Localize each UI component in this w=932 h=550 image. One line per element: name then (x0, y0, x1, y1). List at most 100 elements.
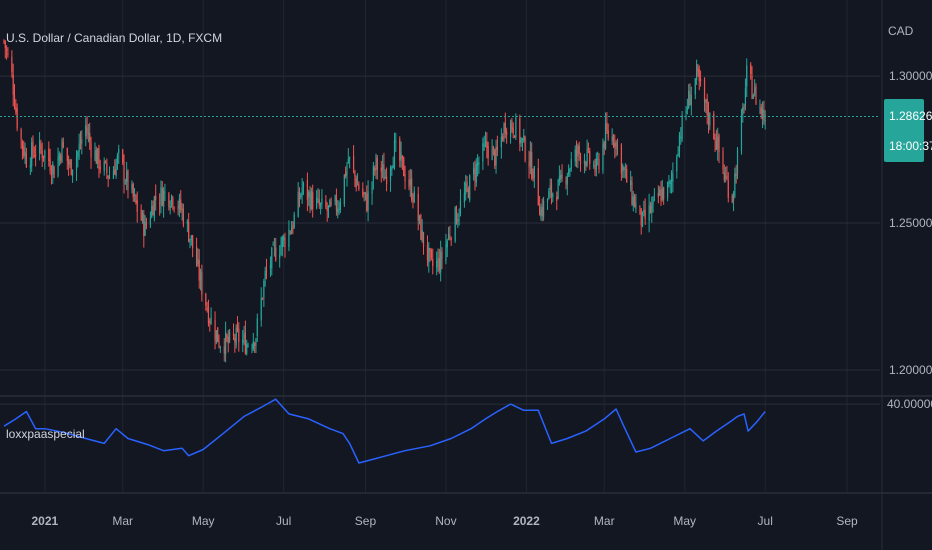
candle[interactable] (706, 93, 708, 125)
candle[interactable] (338, 200, 340, 216)
candle[interactable] (68, 155, 70, 176)
candle[interactable] (281, 235, 283, 257)
candle[interactable] (271, 246, 273, 276)
candle[interactable] (104, 160, 107, 164)
candle[interactable] (127, 169, 129, 199)
candle[interactable] (226, 333, 228, 343)
candle[interactable] (614, 134, 616, 159)
candle[interactable] (198, 249, 200, 289)
candle[interactable] (283, 234, 285, 248)
candle[interactable] (86, 116, 88, 140)
candle[interactable] (725, 166, 727, 183)
candle[interactable] (254, 341, 256, 353)
indicator-line[interactable] (3, 398, 766, 464)
candle[interactable] (232, 323, 235, 341)
candle[interactable] (52, 161, 54, 184)
candle[interactable] (312, 184, 314, 218)
candle[interactable] (429, 247, 431, 262)
candle[interactable] (492, 145, 495, 156)
candle[interactable] (228, 328, 231, 344)
candle[interactable] (634, 193, 636, 208)
candle[interactable] (686, 98, 688, 115)
candle[interactable] (755, 83, 757, 105)
candle[interactable] (235, 324, 237, 349)
candle[interactable] (136, 191, 138, 223)
candle[interactable] (404, 165, 406, 190)
candle[interactable] (90, 136, 92, 169)
candle[interactable] (644, 198, 646, 225)
candle[interactable] (520, 136, 522, 147)
candle[interactable] (432, 248, 434, 275)
candle[interactable] (703, 77, 706, 112)
candle[interactable] (334, 194, 336, 206)
candle[interactable] (597, 151, 599, 166)
candle[interactable] (144, 215, 146, 237)
candle[interactable] (602, 138, 604, 174)
candle[interactable] (302, 181, 305, 196)
candle[interactable] (347, 148, 349, 164)
candle[interactable] (308, 189, 310, 207)
candle[interactable] (15, 99, 17, 115)
candle[interactable] (670, 170, 673, 194)
candle[interactable] (409, 168, 411, 197)
candle[interactable] (713, 111, 715, 140)
candle[interactable] (316, 190, 318, 210)
candle[interactable] (32, 135, 34, 159)
candle[interactable] (87, 123, 89, 143)
candle[interactable] (539, 195, 541, 216)
candle[interactable] (13, 83, 16, 110)
candle[interactable] (58, 151, 60, 166)
candle[interactable] (298, 187, 301, 208)
candle[interactable] (446, 238, 448, 258)
candle[interactable] (41, 142, 43, 168)
candle[interactable] (622, 163, 624, 179)
candle[interactable] (389, 165, 392, 192)
candle[interactable] (678, 131, 681, 158)
candle[interactable] (20, 127, 22, 149)
candle[interactable] (652, 196, 654, 213)
candle[interactable] (403, 156, 405, 177)
candle[interactable] (649, 201, 652, 214)
candle[interactable] (383, 152, 385, 181)
candle[interactable] (112, 166, 115, 180)
candle[interactable] (180, 190, 182, 214)
candle[interactable] (528, 150, 530, 179)
candle[interactable] (395, 132, 397, 152)
candle[interactable] (512, 122, 514, 139)
candle[interactable] (354, 169, 356, 188)
candle[interactable] (653, 188, 655, 202)
candle[interactable] (215, 330, 217, 345)
candle[interactable] (75, 150, 78, 182)
candle[interactable] (391, 165, 393, 176)
candle[interactable] (475, 158, 477, 187)
candle[interactable] (330, 197, 332, 207)
candle[interactable] (132, 182, 134, 202)
candle[interactable] (420, 213, 422, 241)
candle[interactable] (561, 164, 563, 182)
candle[interactable] (289, 230, 291, 236)
candle[interactable] (256, 313, 258, 342)
candle[interactable] (186, 219, 188, 233)
candle[interactable] (225, 321, 227, 363)
candle[interactable] (326, 202, 328, 222)
candle[interactable] (681, 110, 683, 142)
candle[interactable] (496, 135, 498, 157)
candle[interactable] (85, 117, 87, 147)
candle[interactable] (195, 237, 198, 267)
candle[interactable] (735, 164, 737, 184)
candle[interactable] (399, 136, 401, 168)
candle[interactable] (21, 139, 24, 160)
candle[interactable] (393, 132, 396, 170)
candle[interactable] (546, 198, 549, 210)
candle[interactable] (317, 188, 319, 204)
candle[interactable] (604, 112, 607, 151)
candle[interactable] (723, 164, 725, 183)
candle[interactable] (611, 128, 613, 146)
candle[interactable] (491, 139, 493, 161)
candle[interactable] (506, 127, 508, 144)
candle[interactable] (339, 198, 341, 214)
candle[interactable] (123, 154, 125, 194)
candle[interactable] (558, 165, 561, 186)
candle[interactable] (548, 188, 550, 200)
candle[interactable] (440, 240, 442, 282)
